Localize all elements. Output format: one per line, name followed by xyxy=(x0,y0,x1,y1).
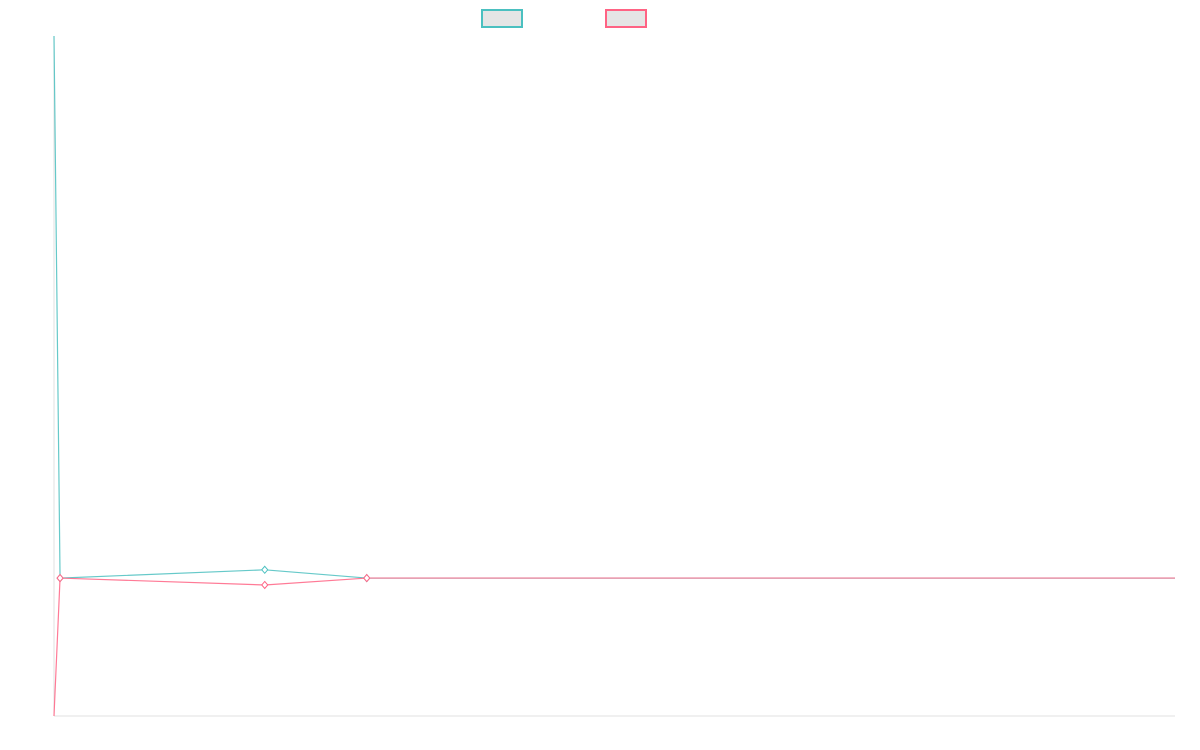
series-2-point xyxy=(56,573,64,583)
series-2-line xyxy=(53,577,1175,717)
legend-item-series-1[interactable] xyxy=(481,9,523,28)
series-2-point xyxy=(363,573,371,583)
legend-item-series-2[interactable] xyxy=(605,9,647,28)
series-1-point xyxy=(261,565,269,575)
legend xyxy=(0,9,1200,28)
series-1-line xyxy=(53,35,1175,579)
series-2-point xyxy=(261,580,269,590)
